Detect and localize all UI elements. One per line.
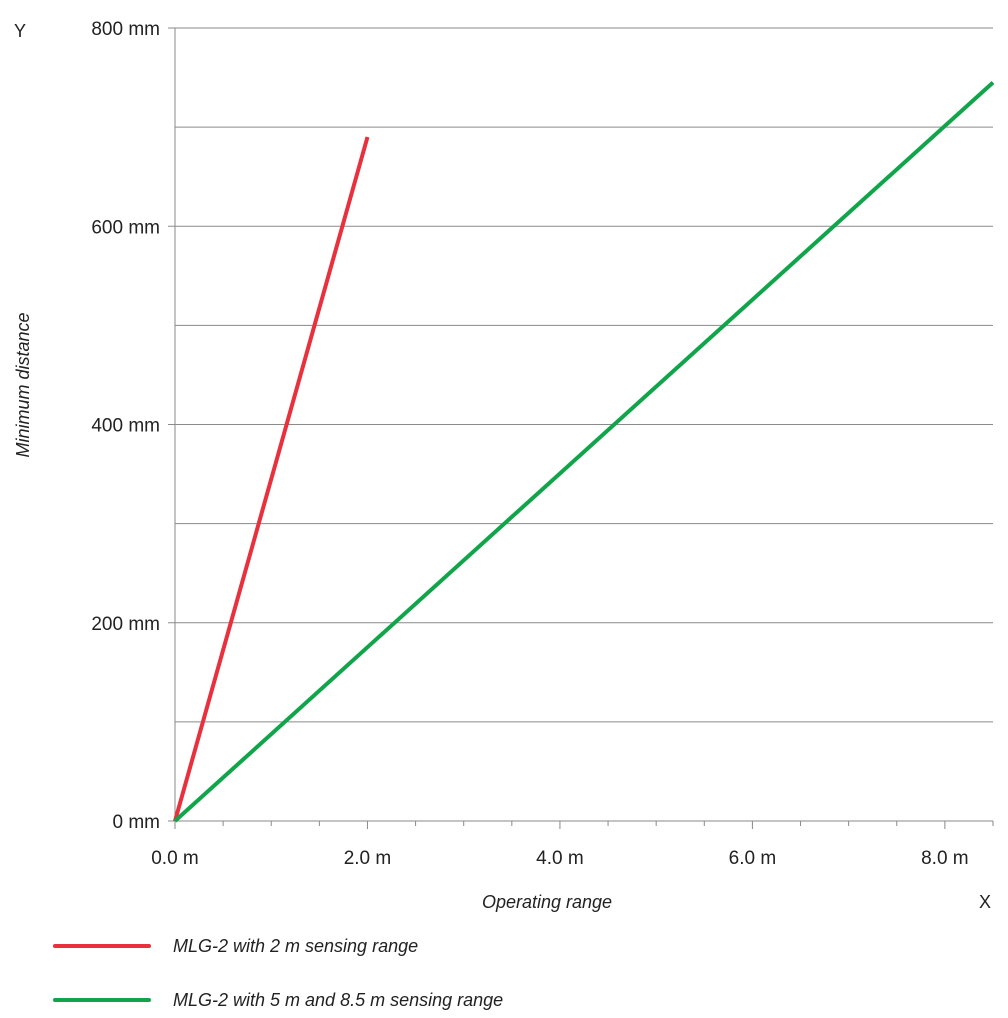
y-tick-label-1: 200 mm [91,614,160,635]
y-tick-label-0: 0 mm [113,812,161,833]
legend-label-0: MLG-2 with 2 m sensing range [173,936,418,956]
gridlines [175,27,993,723]
legend-label-1: MLG-2 with 5 m and 8.5 m sensing range [173,990,503,1010]
x-tick-label-4: 8.0 m [921,848,969,869]
series-line-1 [173,81,995,823]
y-axis-title: Minimum distance [13,312,33,457]
legend: MLG-2 with 2 m sensing range MLG-2 with 5… [53,936,503,1010]
y-axis-letter: Y [14,21,26,41]
y-tick-label-3: 600 mm [91,217,160,238]
series-lines [173,81,995,823]
x-tick-label-3: 6.0 m [729,848,777,869]
x-tick-label-2: 4.0 m [536,848,584,869]
series-line-0 [173,136,370,822]
x-tick-label-0: 0.0 m [151,848,199,869]
x-axis-title: Operating range [482,892,612,912]
y-tick-label-4: 800 mm [91,19,160,40]
x-axis-letter: X [979,892,991,912]
tick-labels: 0 mm 200 mm 400 mm 600 mm 800 mm 0.0 m 2.0 m 4.… [91,19,968,869]
axes [168,27,994,829]
x-tick-label-1: 2.0 m [344,848,392,869]
y-tick-label-2: 400 mm [91,416,160,437]
